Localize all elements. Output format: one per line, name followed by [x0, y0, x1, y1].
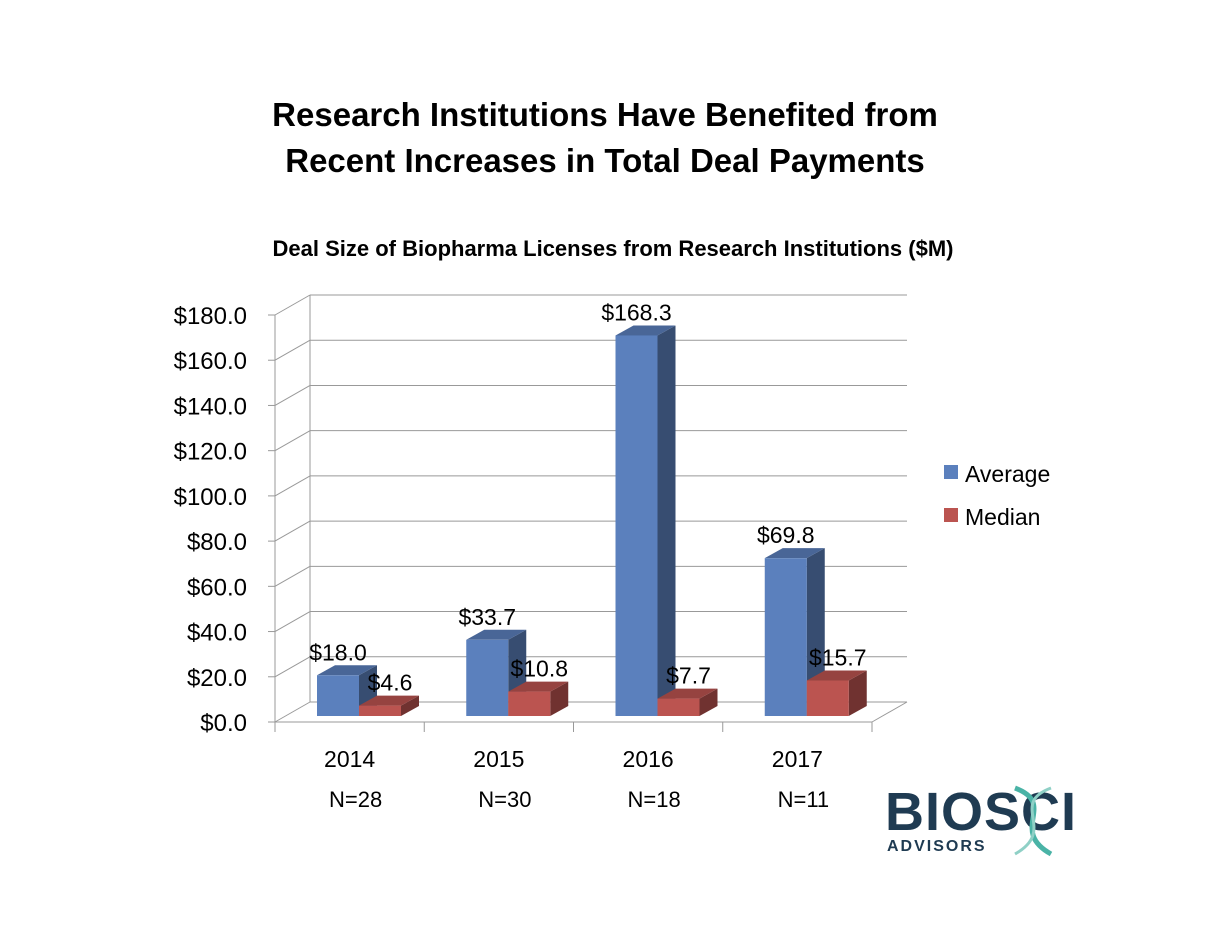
data-label-median-2017: $15.7	[809, 645, 867, 671]
x-tick-label-2014: 2014	[324, 746, 375, 772]
data-label-median-2015: $10.8	[510, 656, 568, 682]
gridline-side-7	[274, 385, 311, 406]
y-tick-label-6: $120.0	[174, 439, 247, 466]
x-sublabel-2016: N=18	[628, 787, 681, 812]
gridline-side-5	[274, 475, 311, 497]
data-label-average-2016: $168.3	[601, 299, 671, 325]
bar-average-2016	[615, 325, 676, 716]
gridline-side-2	[274, 611, 311, 632]
x-sublabel-2015: N=30	[478, 787, 531, 812]
y-tick-label-1: $20.0	[187, 665, 247, 692]
x-tick-label-2017: 2017	[772, 746, 823, 772]
dna-helix-icon	[1014, 785, 1053, 857]
gridline-side-3	[274, 565, 311, 587]
data-label-median-2016: $7.7	[666, 663, 711, 689]
floor-right-edge	[871, 701, 908, 723]
x-sublabel-2014: N=28	[329, 787, 382, 812]
bar-median-2017	[806, 670, 867, 716]
slide-title-line-1: Research Institutions Have Benefited fro…	[272, 96, 938, 133]
y-tick-label-3: $60.0	[187, 574, 247, 601]
y-tick-label-7: $140.0	[174, 393, 247, 420]
x-tick-label-2015: 2015	[473, 746, 524, 772]
legend-label-median: Median	[965, 504, 1040, 530]
legend-swatch-median	[944, 508, 958, 522]
bar-median-2014	[359, 695, 419, 716]
y-tick-label-5: $100.0	[174, 484, 247, 511]
legend-label-average: Average	[965, 461, 1050, 487]
gridline-side-8	[274, 339, 311, 361]
y-tick-label-0: $0.0	[200, 710, 247, 737]
gridline-side-9	[274, 294, 311, 316]
logo-subtitle: ADVISORS	[887, 838, 987, 855]
bar-median-2015	[508, 681, 569, 716]
slide-title-line-2: Recent Increases in Total Deal Payments	[285, 142, 925, 179]
gridline-side-1	[274, 656, 311, 678]
legend-swatch-average	[944, 465, 958, 479]
y-tick-label-2: $40.0	[187, 620, 247, 647]
data-label-average-2014: $18.0	[309, 639, 367, 665]
x-sublabel-2017: N=11	[778, 787, 830, 812]
y-tick-label-4: $80.0	[187, 529, 247, 556]
x-tick-label-2016: 2016	[623, 746, 674, 772]
data-label-average-2015: $33.7	[458, 604, 516, 630]
y-tick-label-9: $180.0	[174, 303, 247, 330]
y-tick-label-8: $160.0	[174, 348, 247, 375]
data-label-average-2017: $69.8	[757, 522, 815, 548]
data-label-median-2014: $4.6	[368, 670, 413, 696]
chart-title: Deal Size of Biopharma Licenses from Res…	[272, 236, 954, 261]
biosci-logo: BIOSCI ADVISORS	[885, 782, 1135, 862]
gridline-side-0	[274, 701, 311, 723]
gridline-side-6	[274, 430, 311, 452]
gridline-side-4	[274, 520, 311, 542]
slide-title: Research Institutions Have Benefited fro…	[0, 92, 1210, 184]
bar-median-2016	[657, 688, 718, 716]
